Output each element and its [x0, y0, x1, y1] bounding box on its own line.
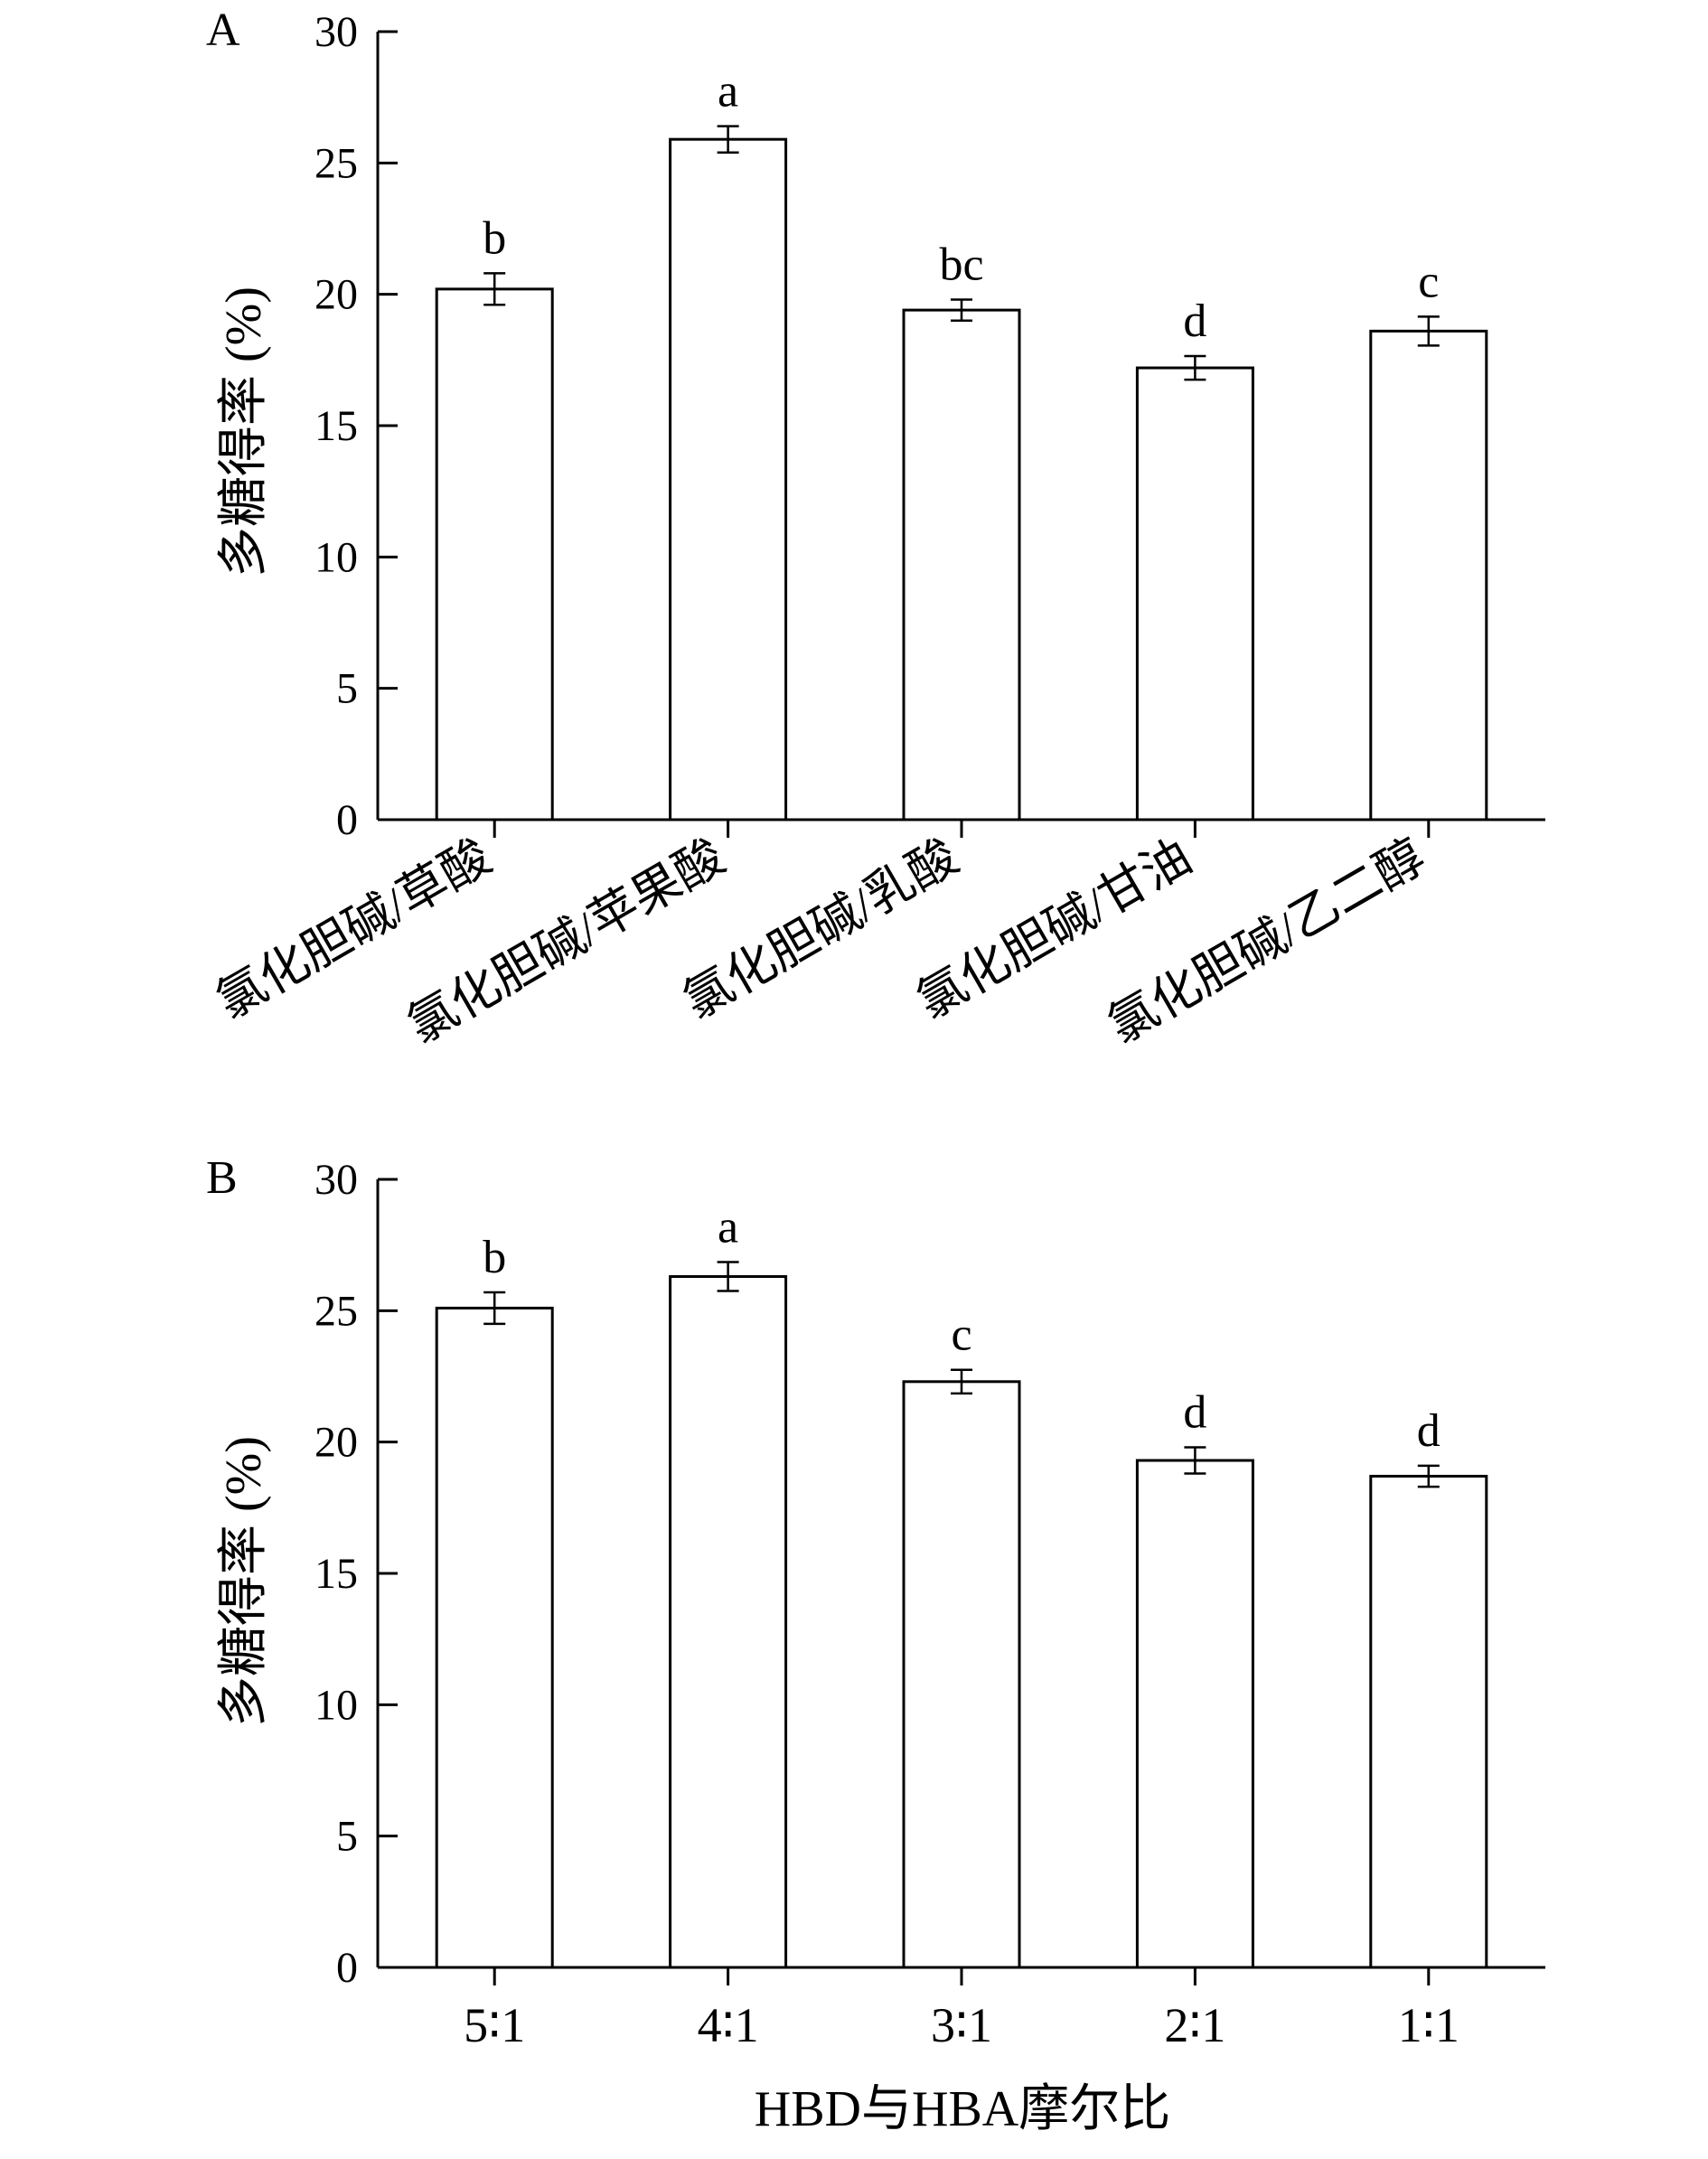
panel-b-bar	[1369, 1474, 1488, 1969]
panel-b-significance-label: d	[1183, 1386, 1206, 1438]
panel-b: B 多糖得率 (%) HBD与HBA摩尔比 0 5 10 15 20 25 30 b 5∶1 a 4…	[206, 1152, 1545, 2137]
panel-a-significance-label: d	[1183, 296, 1206, 347]
panel-a-y-tick-label: 25	[314, 139, 358, 187]
panel-b-y-axis-title: 多糖得率 (%)	[216, 1436, 272, 1727]
panel-a-label: A	[206, 5, 240, 56]
panel-b-y-tick-label: 0	[336, 1944, 358, 1992]
panel-a: A 多糖得率 (%) 051015202530b氯化胆碱/草酸a氯化胆碱/苹果酸…	[206, 5, 1545, 1054]
panel-b-y-tick-label: 10	[314, 1681, 358, 1729]
panel-a-y-tick-label: 20	[314, 271, 358, 319]
panel-b-y-tick-label: 25	[314, 1287, 358, 1335]
panel-b-significance-label: a	[718, 1202, 738, 1253]
panel-a-significance-label: c	[1418, 256, 1439, 307]
panel-b-bar	[435, 1306, 554, 1969]
panel-b-category-label: 3∶1	[931, 1998, 992, 2052]
panel-a-y-tick-label: 15	[314, 402, 358, 450]
panel-a-bar	[902, 308, 1021, 821]
panel-a-y-axis-title: 多糖得率 (%)	[216, 286, 272, 577]
panel-b-y-tick-label: 15	[314, 1550, 358, 1598]
panel-a-significance-label: bc	[939, 239, 983, 290]
panel-b-axes: 0 5 10 15 20 25 30 b 5∶1 a 4∶1 c 3∶1 d 2∶1 d 1∶1	[314, 1156, 1545, 2052]
panel-b-y-tick-label: 20	[314, 1419, 358, 1467]
panel-b-y-tick-label: 30	[314, 1156, 358, 1204]
panel-a-axes: 051015202530b氯化胆碱/草酸a氯化胆碱/苹果酸bc氯化胆碱/乳酸d氯…	[208, 8, 1545, 1054]
panel-a-y-tick-label: 30	[314, 8, 358, 56]
panel-b-category-label: 1∶1	[1398, 1998, 1459, 2052]
panel-b-category-label: 5∶1	[464, 1998, 525, 2052]
panel-b-category-label: 4∶1	[698, 1998, 759, 2052]
panel-a-y-tick-label: 5	[336, 665, 358, 713]
panel-a-bar	[1369, 329, 1488, 821]
panel-a-significance-label: a	[718, 66, 738, 117]
panel-b-bar	[1135, 1459, 1254, 1969]
panel-b-y-tick-label: 5	[336, 1813, 358, 1861]
panel-b-significance-label: d	[1417, 1405, 1441, 1457]
panel-a-bar	[669, 137, 788, 821]
panel-b-x-axis-title: HBD与HBA摩尔比	[755, 2081, 1170, 2137]
panel-a-y-tick-label: 0	[336, 796, 358, 844]
panel-a-bar	[435, 287, 554, 821]
panel-b-bar	[669, 1275, 788, 1969]
panel-b-significance-label: b	[483, 1232, 506, 1283]
panel-b-significance-label: c	[951, 1309, 971, 1361]
panel-a-bar	[1135, 366, 1254, 821]
panel-a-y-tick-label: 10	[314, 533, 358, 581]
panel-b-bar	[902, 1380, 1021, 1969]
panel-b-category-label: 2∶1	[1164, 1998, 1225, 2052]
panel-a-significance-label: b	[483, 212, 506, 264]
panel-b-label: B	[206, 1152, 238, 1204]
